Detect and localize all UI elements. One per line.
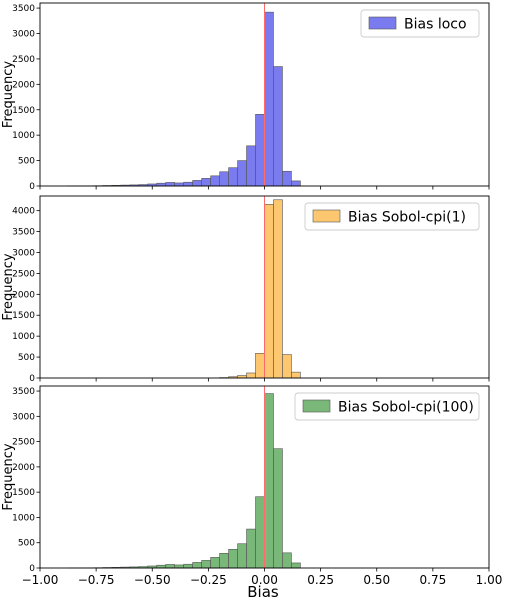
y-tick-label: 3500 xyxy=(12,4,35,14)
legend-label: Bias Sobol-cpi(1) xyxy=(348,210,466,226)
x-tick-label: −0.50 xyxy=(134,573,171,587)
histogram-bar xyxy=(165,182,176,187)
y-tick-label: 1500 xyxy=(12,488,35,498)
y-tick-label: 3500 xyxy=(12,228,35,238)
y-tick-label: 1000 xyxy=(12,131,35,141)
panel-2: 0 500 1000 1500 2000 2500 3000 3500 4000 Frequenc… xyxy=(1,195,490,384)
panel-1: 0 500 1000 1500 2000 2500 3000 3500 Frequency Bia… xyxy=(1,2,490,192)
y-tick-label: 2000 xyxy=(12,463,35,473)
histogram-bar xyxy=(291,180,301,187)
x-tick-label: −1.00 xyxy=(22,573,59,587)
x-tick-label: −0.75 xyxy=(78,573,115,587)
histogram-bar xyxy=(264,204,274,379)
histogram-bar xyxy=(264,11,274,187)
panel-3: 0 500 1000 1500 2000 2500 3000 3500 −1.00 −0.75 −0… xyxy=(1,385,503,587)
histogram-bar xyxy=(183,181,193,187)
x-tick-label: 0.75 xyxy=(420,573,447,587)
histogram-bar xyxy=(273,199,283,379)
y-tick-label: 1500 xyxy=(12,106,35,116)
y-tick-label: 0 xyxy=(29,374,35,384)
histogram-bar xyxy=(201,178,211,187)
legend-label: Bias Sobol-cpi(100) xyxy=(338,400,474,416)
histogram-bar xyxy=(201,560,211,569)
histogram-bar xyxy=(273,66,283,187)
legend-swatch xyxy=(368,16,397,30)
histogram-bar xyxy=(228,167,238,187)
histogram-bar xyxy=(255,114,265,187)
histogram-bar xyxy=(174,182,184,187)
histogram-bar xyxy=(246,372,256,379)
y-tick-label: 2000 xyxy=(12,80,35,90)
histogram-bar xyxy=(282,354,292,379)
histogram-bar xyxy=(291,371,301,379)
histogram-bar xyxy=(228,548,238,569)
histogram-bar xyxy=(210,557,220,569)
y-tick-label: 500 xyxy=(18,539,35,549)
legend-swatch xyxy=(302,399,331,413)
x-axis-label: Bias xyxy=(247,583,279,601)
y-tick-label: 3500 xyxy=(12,387,35,397)
y-tick-label: 3000 xyxy=(12,248,35,258)
y-tick-label: 2500 xyxy=(12,269,35,279)
y-tick-label: 1500 xyxy=(12,311,35,321)
histogram-bar xyxy=(219,553,229,569)
histogram-bar xyxy=(165,564,176,569)
panels: 0 500 1000 1500 2000 2500 3000 3500 Frequency Bia… xyxy=(1,2,503,587)
y-tick-label: 0 xyxy=(29,182,35,192)
legend-swatch xyxy=(312,209,341,223)
x-tick-label: 0.50 xyxy=(363,573,390,587)
y-tick-label: 3000 xyxy=(12,30,35,40)
legend-label: Bias loco xyxy=(404,17,467,33)
y-tick-label: 500 xyxy=(18,353,35,363)
histogram-bar xyxy=(282,170,292,187)
y-tick-label: 500 xyxy=(18,157,35,167)
histogram-bar xyxy=(282,552,292,569)
x-tick-label: 0.00 xyxy=(251,573,278,587)
histogram-bar xyxy=(291,562,301,569)
histogram-bar xyxy=(264,393,274,569)
histogram-bar xyxy=(246,145,256,187)
legend-box xyxy=(294,392,480,421)
y-tick-label: 4000 xyxy=(12,207,35,217)
histogram-bar xyxy=(246,528,256,569)
y-axis-label: Frequency xyxy=(1,61,16,128)
histogram-bar xyxy=(219,171,229,187)
histogram-bar xyxy=(255,496,265,569)
x-tick-label: −0.25 xyxy=(190,573,227,587)
y-tick-label: 2000 xyxy=(12,290,35,300)
legend-box xyxy=(304,202,480,231)
histogram-bar xyxy=(192,562,202,569)
y-tick-label: 1000 xyxy=(12,332,35,342)
y-tick-label: 2500 xyxy=(12,438,35,448)
histogram-bar xyxy=(273,448,283,569)
histogram-bar xyxy=(192,180,202,187)
histogram-bar xyxy=(255,353,265,379)
histogram-bar xyxy=(237,543,247,569)
y-tick-label: 1000 xyxy=(12,513,35,523)
x-tick-label: 1.00 xyxy=(476,573,503,587)
y-tick-label: 2500 xyxy=(12,55,35,65)
histogram-bar xyxy=(210,175,220,187)
histogram-bar xyxy=(237,160,247,187)
y-tick-label: 0 xyxy=(29,564,35,574)
x-tick-label: 0.25 xyxy=(307,573,334,587)
histogram-bar xyxy=(183,563,193,569)
histogram-bar xyxy=(174,564,184,569)
y-axis-label: Frequency xyxy=(1,443,16,510)
y-axis-label: Frequency xyxy=(1,253,16,320)
y-tick-label: 3000 xyxy=(12,412,35,422)
